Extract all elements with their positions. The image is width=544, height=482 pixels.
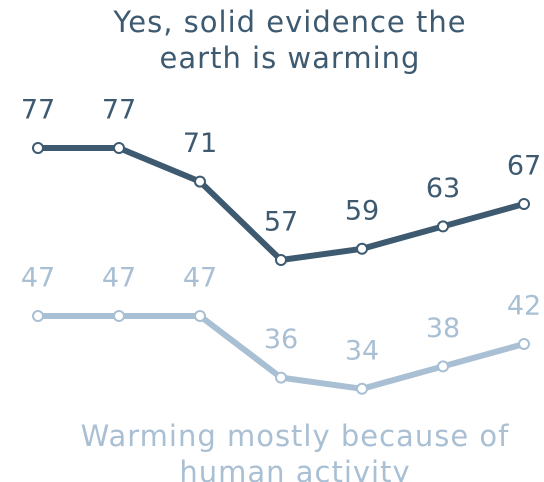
point: [518, 338, 530, 350]
point: [356, 242, 368, 255]
data-label: 34: [345, 335, 379, 366]
point: [437, 220, 449, 233]
data-label: 67: [507, 151, 541, 182]
point: [113, 310, 125, 322]
data-label: 57: [264, 207, 298, 238]
point: [356, 382, 368, 395]
data-label: 36: [264, 324, 298, 355]
data-label: 59: [345, 195, 379, 226]
data-label: 47: [102, 263, 136, 294]
point: [113, 142, 125, 154]
data-label: 71: [183, 128, 217, 159]
point: [194, 175, 206, 188]
data-label: 77: [21, 95, 55, 126]
point: [518, 198, 530, 210]
data-label: 63: [426, 173, 460, 204]
series-label: Yes, solid evidence the earth is warming: [113, 5, 467, 75]
series-label: Warming mostly because of human activity: [80, 419, 510, 482]
data-label: 38: [426, 313, 460, 344]
point: [32, 142, 44, 154]
data-label: 47: [183, 263, 217, 294]
point: [437, 360, 449, 373]
point: [275, 254, 287, 266]
point: [32, 310, 44, 322]
series-line: [38, 145, 525, 263]
point: [194, 310, 206, 322]
point: [275, 371, 287, 384]
data-label: 77: [102, 95, 136, 126]
data-label: 47: [21, 263, 55, 294]
data-label: 42: [507, 291, 541, 322]
